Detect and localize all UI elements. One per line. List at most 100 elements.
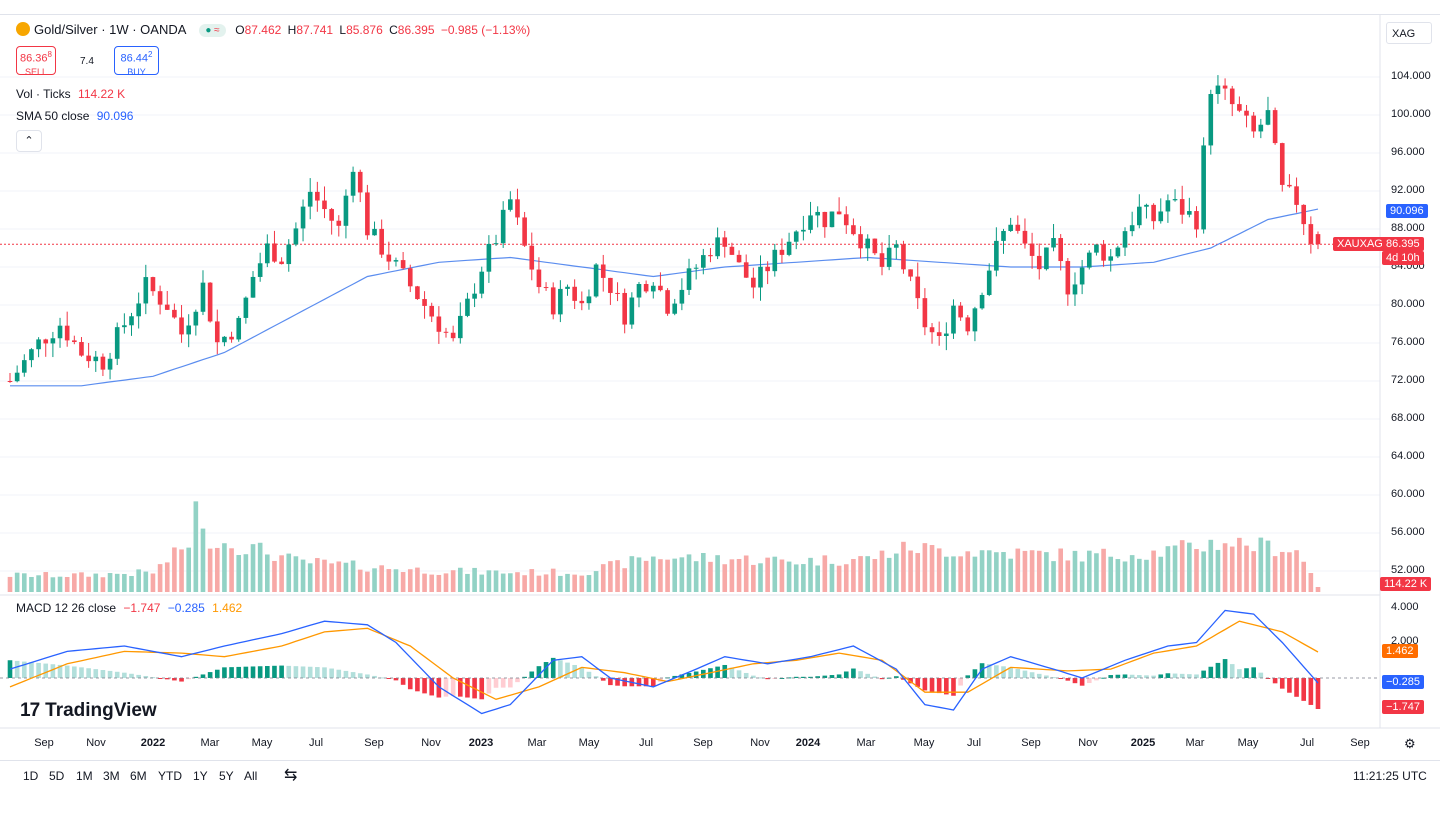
volume-bar — [350, 560, 356, 592]
macd-hist-bar — [865, 673, 871, 678]
macd-hist-bar — [965, 675, 971, 678]
volume-bar — [29, 576, 34, 592]
volume-bar — [265, 554, 270, 592]
macd-hist-bar — [808, 676, 813, 678]
candle-body — [650, 285, 656, 292]
volume-bar — [1094, 553, 1099, 592]
macd-hist-bar — [1179, 673, 1185, 678]
volume-bar — [843, 564, 849, 592]
candle-body — [743, 262, 749, 278]
timeframe-button[interactable]: 3M — [103, 769, 120, 783]
candle-body — [21, 360, 27, 373]
candle-body — [1079, 267, 1085, 285]
macd-hist-bar — [1229, 664, 1235, 678]
chevron-up-icon[interactable]: ⌃ — [16, 130, 42, 152]
time-axis-label: Mar — [856, 737, 876, 749]
market-status-pill[interactable]: ● ≈ — [199, 24, 226, 37]
candle-body — [579, 300, 585, 304]
macd-legend[interactable]: MACD 12 26 close −1.747 −0.285 1.462 — [16, 601, 242, 615]
candle-body — [1287, 184, 1292, 187]
volume-bar — [1101, 548, 1106, 592]
macd-line — [9, 609, 1319, 715]
volume-bar — [1315, 587, 1321, 592]
macd-hist-bar — [1058, 678, 1063, 679]
volume-bar — [1151, 550, 1156, 592]
candle-body — [250, 276, 256, 298]
volume-bar — [922, 543, 928, 592]
tradingview-brand[interactable]: 17 TradingView — [20, 700, 157, 722]
macd-hist-bar — [1301, 678, 1307, 701]
volume-bar — [465, 573, 470, 592]
price-tick-label: 52.000 — [1391, 564, 1425, 576]
candle-body — [793, 231, 799, 242]
volume-bar — [543, 574, 549, 592]
timeframe-button[interactable]: All — [244, 769, 258, 783]
macd-hist-bar — [14, 660, 20, 678]
volume-bar — [43, 572, 49, 592]
volume-bar — [429, 574, 435, 592]
macd-hist-bar — [293, 666, 299, 678]
currency-box[interactable]: XAG — [1386, 22, 1432, 44]
sell-button[interactable]: 86.368 SELL — [16, 46, 56, 77]
volume-bar — [650, 556, 656, 592]
time-axis-label: Sep — [693, 737, 713, 749]
candle-body — [1187, 211, 1192, 215]
volume-bar — [64, 576, 70, 592]
volume-bar — [300, 559, 306, 592]
volume-bar — [222, 543, 227, 592]
volume-legend[interactable]: Vol · Ticks 114.22 K — [16, 87, 125, 101]
candle-body — [1315, 234, 1321, 245]
timeframe-button[interactable]: 1M — [76, 769, 93, 783]
volume-bar — [450, 570, 456, 592]
macd-hist-bar — [643, 678, 649, 687]
timeframe-button[interactable]: 1D — [23, 769, 39, 783]
candle-body — [50, 338, 56, 344]
macd-hist-bar — [1237, 669, 1242, 678]
candle-body — [944, 333, 949, 336]
macd-hist-bar — [929, 678, 935, 692]
macd-hist-bar — [558, 660, 563, 678]
macd-hist-bar — [1208, 666, 1214, 678]
macd-hist-bar — [64, 665, 70, 678]
macd-hist-bar — [1044, 675, 1049, 678]
candle-body — [229, 336, 234, 340]
macd-hist-bar — [786, 677, 792, 679]
candle-body — [1144, 204, 1149, 207]
volume-bar — [529, 569, 535, 592]
candle-body — [407, 268, 413, 287]
symbol-title[interactable]: Gold/Silver · 1W · OANDA — [34, 22, 186, 37]
macd-hist-bar — [1294, 678, 1299, 697]
volume-bar — [686, 554, 692, 592]
buy-label: BUY — [127, 66, 146, 77]
top-border — [0, 14, 1440, 15]
timeframe-button[interactable]: 5D — [49, 769, 65, 783]
timeframe-button[interactable]: YTD — [158, 769, 182, 783]
volume-bar — [14, 572, 20, 592]
buy-button[interactable]: 86.442 BUY — [114, 46, 159, 77]
macd-hist-bar — [879, 678, 885, 680]
clock[interactable]: 11:21:25 UTC — [1353, 769, 1427, 783]
volume-bar — [643, 560, 649, 592]
macd-hist-bar — [836, 674, 842, 678]
change-value: −0.985 (−1.13%) — [440, 23, 531, 37]
time-axis-label: Nov — [1078, 737, 1098, 749]
macd-hist-bar — [536, 666, 542, 678]
timeframe-button[interactable]: 6M — [130, 769, 147, 783]
timeframe-button[interactable]: 5Y — [219, 769, 234, 783]
candle-body — [572, 286, 577, 301]
macd-hist-bar — [72, 666, 77, 678]
price-tick-label: 100.000 — [1391, 108, 1431, 120]
macd-hist-bar — [343, 670, 349, 678]
candle-body — [472, 293, 477, 299]
candle-body — [1294, 186, 1299, 205]
sma-legend[interactable]: SMA 50 close 90.096 — [16, 109, 133, 123]
timeframe-button[interactable]: 1Y — [193, 769, 208, 783]
macd-hist-bar — [207, 672, 213, 678]
time-axis-label: Nov — [86, 737, 106, 749]
macd-hist-bar — [1222, 659, 1228, 678]
macd-hist-bar — [164, 678, 170, 680]
calendar-range-icon[interactable]: ⇆ — [284, 767, 298, 784]
candle-body — [365, 192, 370, 236]
gear-icon[interactable]: ⚙ — [1404, 736, 1416, 751]
